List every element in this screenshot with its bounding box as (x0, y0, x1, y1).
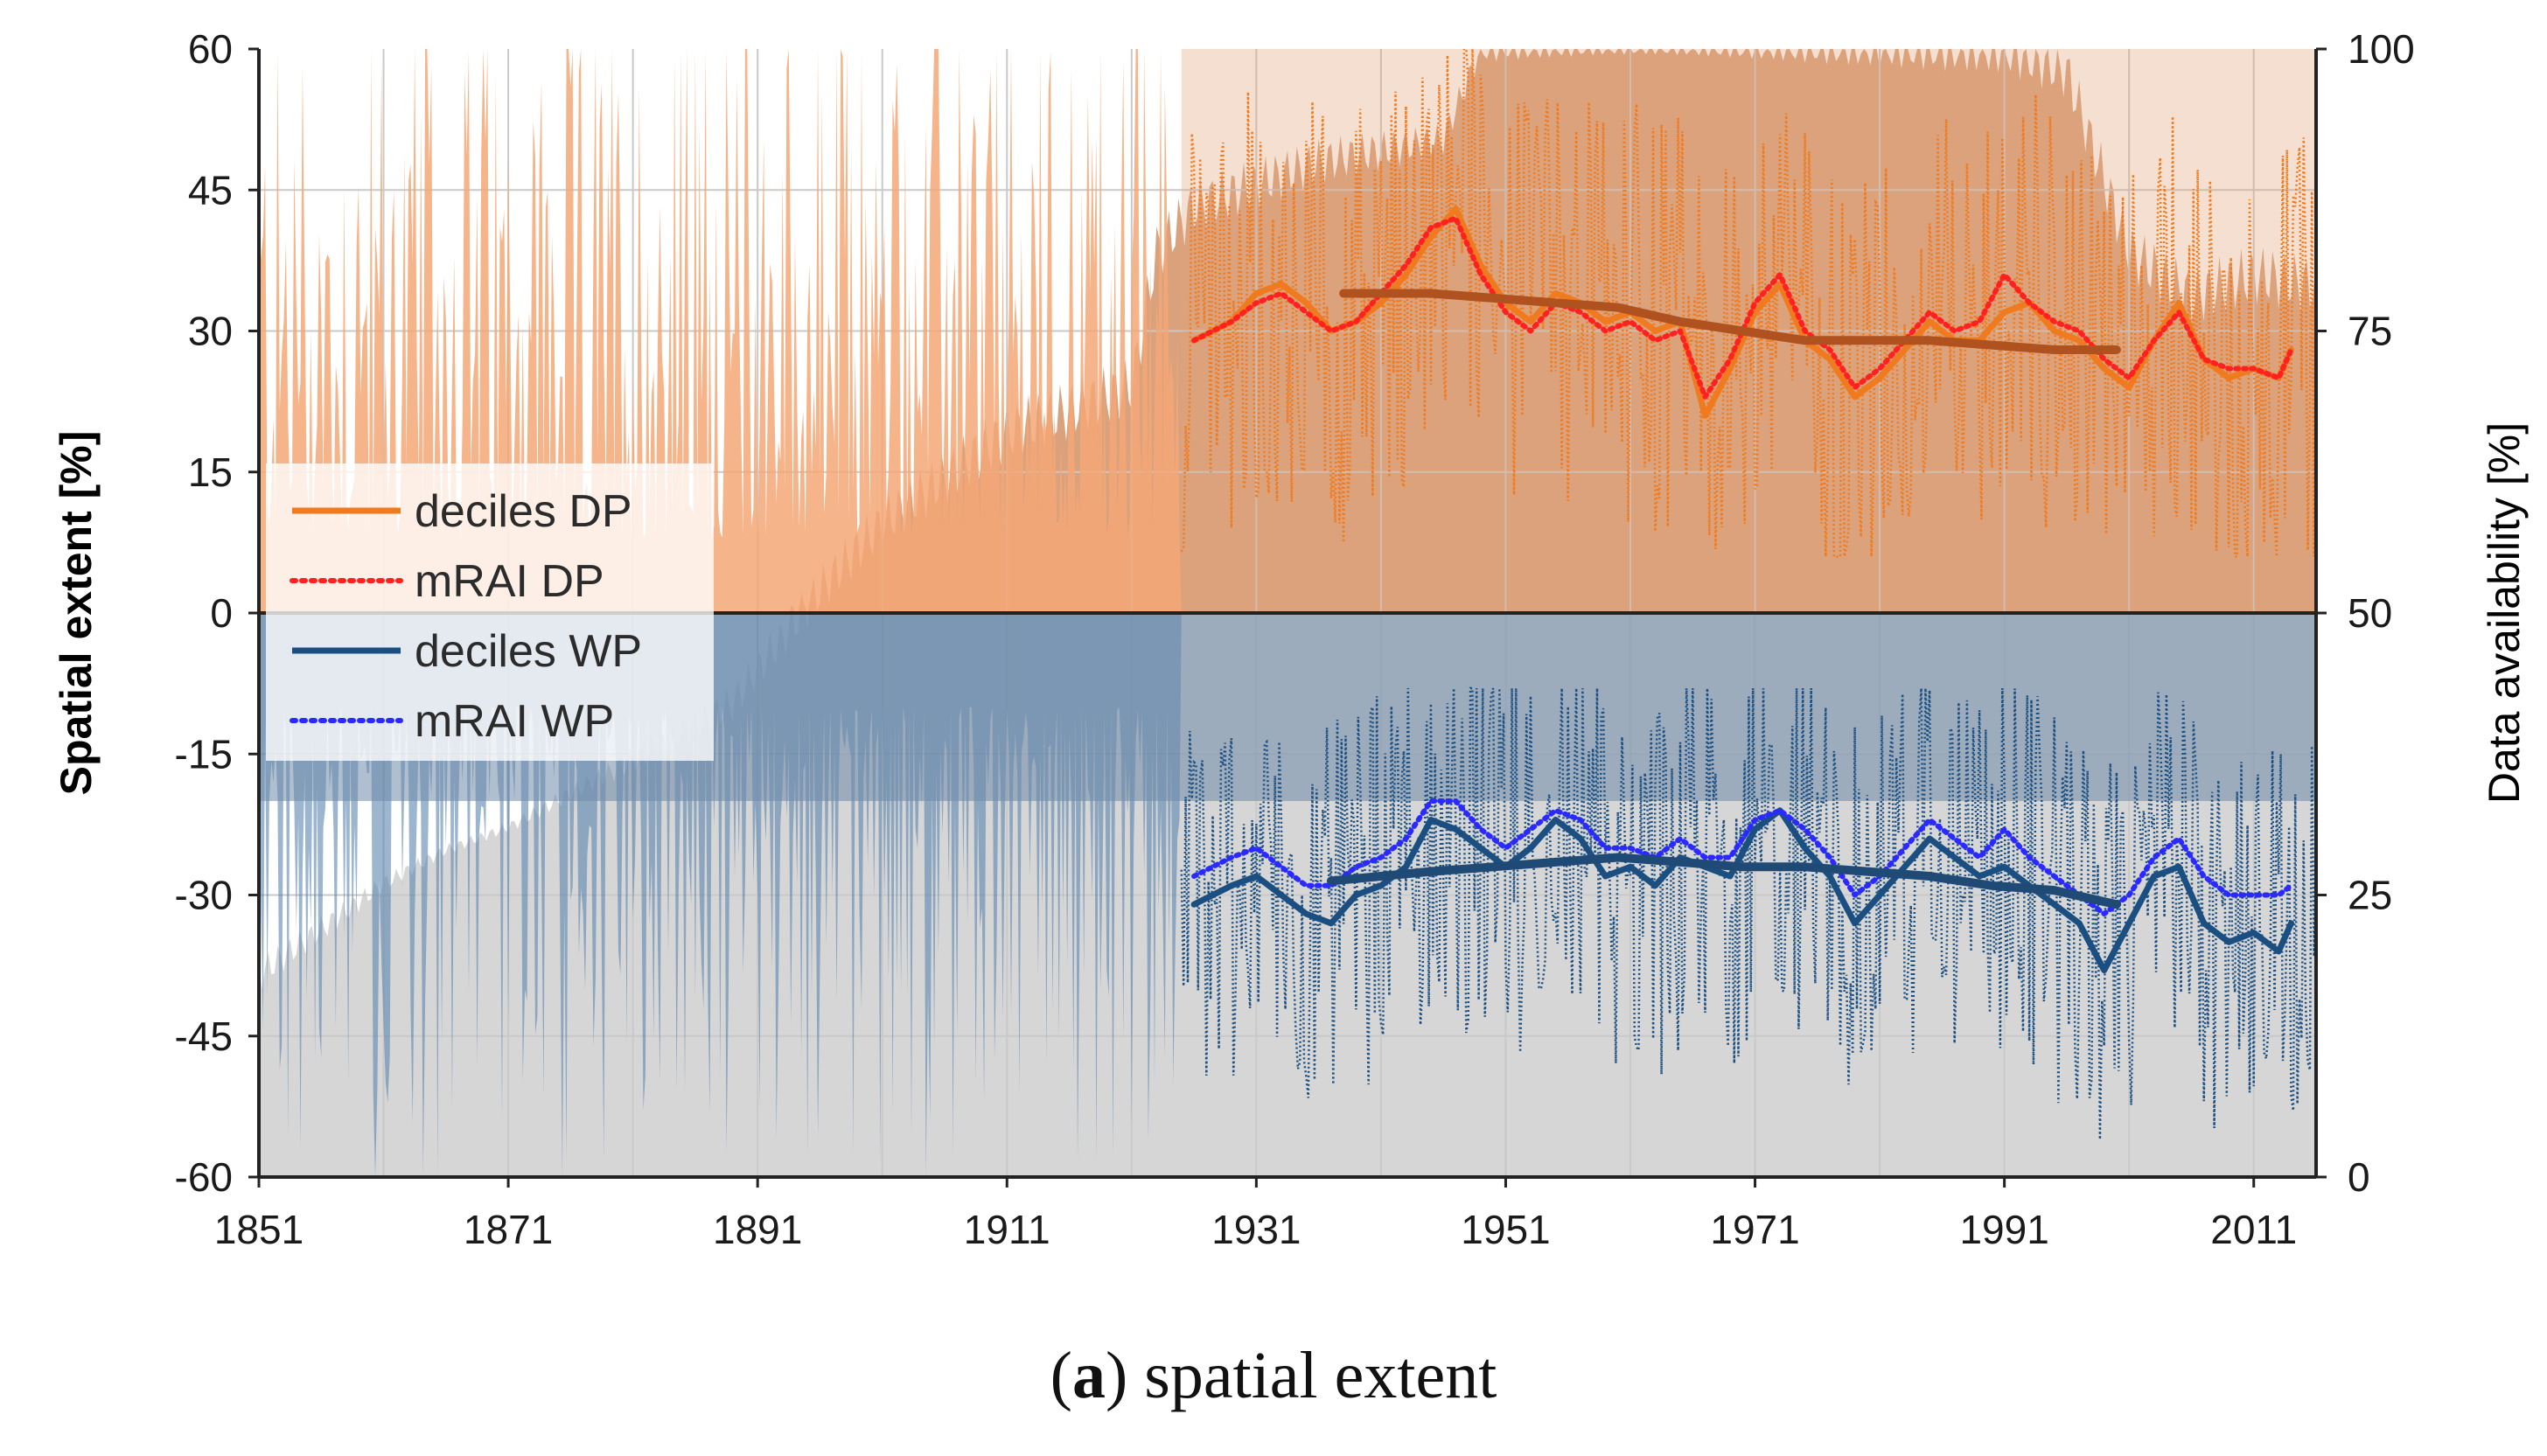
y2-tick-label: 50 (2348, 590, 2392, 636)
legend-label-deciles-dp: deciles DP (415, 486, 632, 537)
x-tick-label: 1911 (964, 1207, 1050, 1252)
y-tick-label: -30 (175, 873, 233, 918)
legend-label-mrai-wp: mRAI WP (415, 696, 614, 747)
legend-label-deciles-wp: deciles WP (415, 626, 642, 677)
x-tick-label: 2011 (2210, 1207, 2297, 1252)
y2-tick-label: 100 (2348, 26, 2415, 72)
y-tick-label: 60 (188, 26, 233, 72)
series-deciles-dp-trend (1339, 289, 2121, 354)
x-tick-label: 1951 (1461, 1207, 1550, 1252)
y2-tick-label: 25 (2348, 873, 2392, 918)
x-tick-label: 1871 (464, 1207, 553, 1252)
figure-caption: (a) spatial extent (1050, 1339, 1497, 1412)
dp-annual-spikes (259, 49, 2316, 613)
wp-annual-dotted (1180, 686, 2316, 1140)
x-tick-label: 1891 (713, 1207, 802, 1252)
series-deciles-wp-trend (1326, 853, 2121, 909)
y2-axis-label: Data availability [%] (2480, 422, 2529, 804)
legend-label-mrai-dp: mRAI DP (415, 556, 604, 607)
y-tick-label: -60 (175, 1154, 233, 1200)
y2-tick-label: 0 (2348, 1154, 2370, 1200)
y-tick-label: 0 (210, 590, 233, 636)
x-tick-label: 1991 (1959, 1207, 2048, 1252)
y-tick-label: -45 (175, 1014, 233, 1059)
series-mrai-dp (1191, 215, 2294, 400)
series-mrai-wp (1191, 798, 2294, 916)
y2-tick-label: 75 (2348, 309, 2392, 354)
y-axis-label: Spatial extent [%] (52, 431, 101, 796)
y-tick-label: 30 (188, 309, 233, 354)
legend: deciles DP mRAI DP deciles WP mRAI WP (266, 463, 714, 761)
x-tick-label: 1851 (214, 1207, 304, 1252)
y-tick-label: 45 (188, 167, 233, 212)
y-tick-label: 15 (188, 449, 233, 495)
x-tick-label: 1931 (1211, 1207, 1301, 1252)
caption-label: a (1071, 1339, 1106, 1412)
caption-text: spatial extent (1144, 1339, 1497, 1412)
x-tick-label: 1971 (1710, 1207, 1799, 1252)
y-tick-label: -15 (175, 731, 233, 777)
